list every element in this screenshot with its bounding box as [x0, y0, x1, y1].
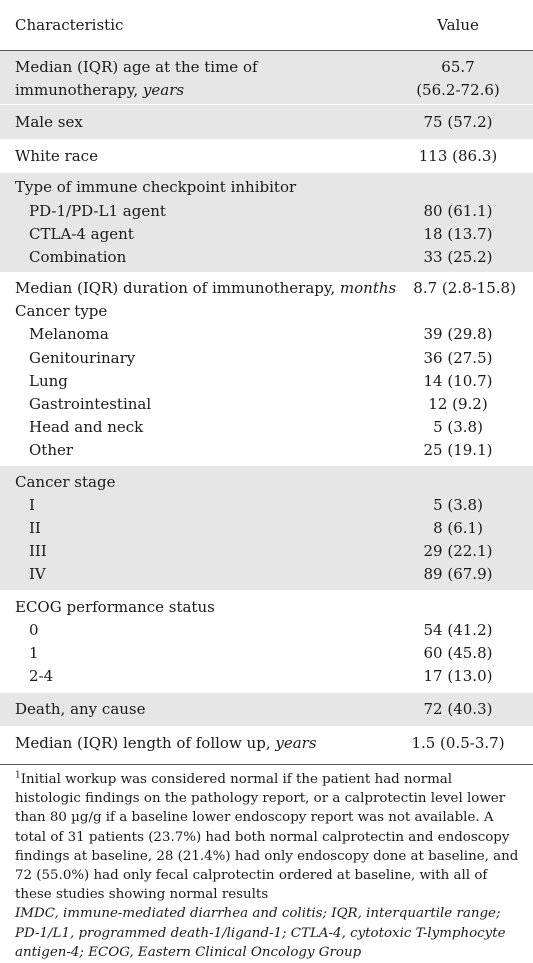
ecog-item-label: 0	[29, 620, 39, 639]
cancer-type-item-value: 12 (9.2)	[428, 395, 488, 414]
ici-item-label: Combination	[29, 247, 127, 266]
footnote: 1Initial workup was considered normal if…	[15, 770, 521, 904]
duration-value: 8.7 (2.8-15.8)	[413, 279, 516, 298]
death-label: Death, any cause	[15, 700, 146, 719]
row-age: Median (IQR) age at the time of 65.7 immu…	[0, 51, 533, 106]
stage-item-value: 8 (6.1)	[433, 518, 483, 537]
cancer-type-item-label: Gastrointestinal	[29, 395, 152, 414]
table-header: Characteristic Value	[0, 0, 533, 51]
stage-item-label: III	[29, 542, 47, 561]
ecog-item-value: 60 (45.8)	[423, 643, 493, 662]
followup-label: Median (IQR) length of follow up, years	[15, 734, 317, 753]
ecog-item-value: 17 (13.0)	[423, 667, 493, 686]
row-followup: Median (IQR) length of follow up, years 1…	[0, 727, 533, 760]
duration-label: Median (IQR) duration of immunotherapy, …	[15, 279, 397, 298]
value-header: Value	[437, 16, 479, 34]
table-notes: 1Initial workup was considered normal if…	[0, 764, 533, 962]
stage-item-label: II	[29, 518, 41, 537]
cancer-type-item-label: Head and neck	[29, 418, 144, 437]
ici-item-label: PD-1/PD-L1 agent	[29, 201, 166, 220]
cancer-type-item-value: 39 (29.8)	[423, 325, 493, 344]
stage-item-label: I	[29, 495, 35, 514]
cancer-type-item-value: 5 (3.8)	[433, 418, 483, 437]
cancer-type-item-label: Melanoma	[29, 325, 109, 344]
row-ecog: ECOG performance status 0 54 (41.2) 1 60 (…	[0, 591, 533, 693]
stage-item-value: 29 (22.1)	[423, 542, 493, 561]
characteristic-header: Characteristic	[15, 16, 124, 34]
age-label-1: Median (IQR) age at the time of	[15, 57, 258, 76]
footnote-marker: 1	[15, 770, 21, 781]
white-race-value: 113 (86.3)	[418, 147, 498, 166]
cancer-type-item-label: Lung	[29, 371, 68, 390]
ici-item-value: 33 (25.2)	[423, 247, 493, 266]
cancer-type-item-label: Genitourinary	[29, 348, 136, 367]
ici-item-value: 18 (13.7)	[423, 224, 493, 243]
cancer-type-item-label: Other	[29, 441, 74, 460]
ecog-item-label: 1	[29, 643, 39, 662]
abbreviations: IMDC, immune-mediated diarrhea and colit…	[15, 906, 506, 960]
ecog-item-value: 54 (41.2)	[423, 620, 493, 639]
footnote-text: Initial workup was considered normal if …	[15, 772, 519, 903]
male-sex-label: Male sex	[15, 112, 83, 131]
ici-item-value: 80 (61.1)	[423, 201, 493, 220]
male-sex-value: 75 (57.2)	[423, 112, 493, 131]
ecog-label: ECOG performance status	[15, 597, 215, 616]
age-label-2: immunotherapy, years	[15, 80, 185, 99]
row-white-race: White race 113 (86.3)	[0, 140, 533, 173]
cancer-type-label: Cancer type	[15, 302, 108, 321]
row-male-sex: Male sex 75 (57.2)	[0, 105, 533, 140]
stage-item-value: 5 (3.8)	[433, 495, 483, 514]
row-duration-cancer-type: Median (IQR) duration of immunotherapy, …	[0, 273, 533, 466]
ici-item-label: CTLA-4 agent	[29, 224, 134, 243]
row-ici-type: Type of immune checkpoint inhibitor PD-1…	[0, 172, 533, 273]
row-cancer-stage: Cancer stage I 5 (3.8) II 8 (6.1) III 29 (2…	[0, 466, 533, 591]
row-death: Death, any cause 72 (40.3)	[0, 692, 533, 727]
followup-value: 1.5 (0.5-3.7)	[411, 734, 505, 753]
stage-item-label: IV	[29, 565, 46, 584]
cancer-type-item-value: 25 (19.1)	[423, 441, 493, 460]
ecog-item-label: 2-4	[29, 667, 54, 686]
age-value-1: 65.7	[441, 57, 475, 76]
cancer-stage-label: Cancer stage	[15, 472, 116, 491]
white-race-label: White race	[15, 147, 98, 166]
stage-item-value: 89 (67.9)	[423, 565, 493, 584]
cancer-type-item-value: 14 (10.7)	[423, 371, 493, 390]
age-value-2: (56.2-72.6)	[416, 80, 500, 99]
ici-type-label: Type of immune checkpoint inhibitor	[15, 178, 297, 197]
cancer-type-item-value: 36 (27.5)	[423, 348, 493, 367]
death-value: 72 (40.3)	[423, 700, 493, 719]
